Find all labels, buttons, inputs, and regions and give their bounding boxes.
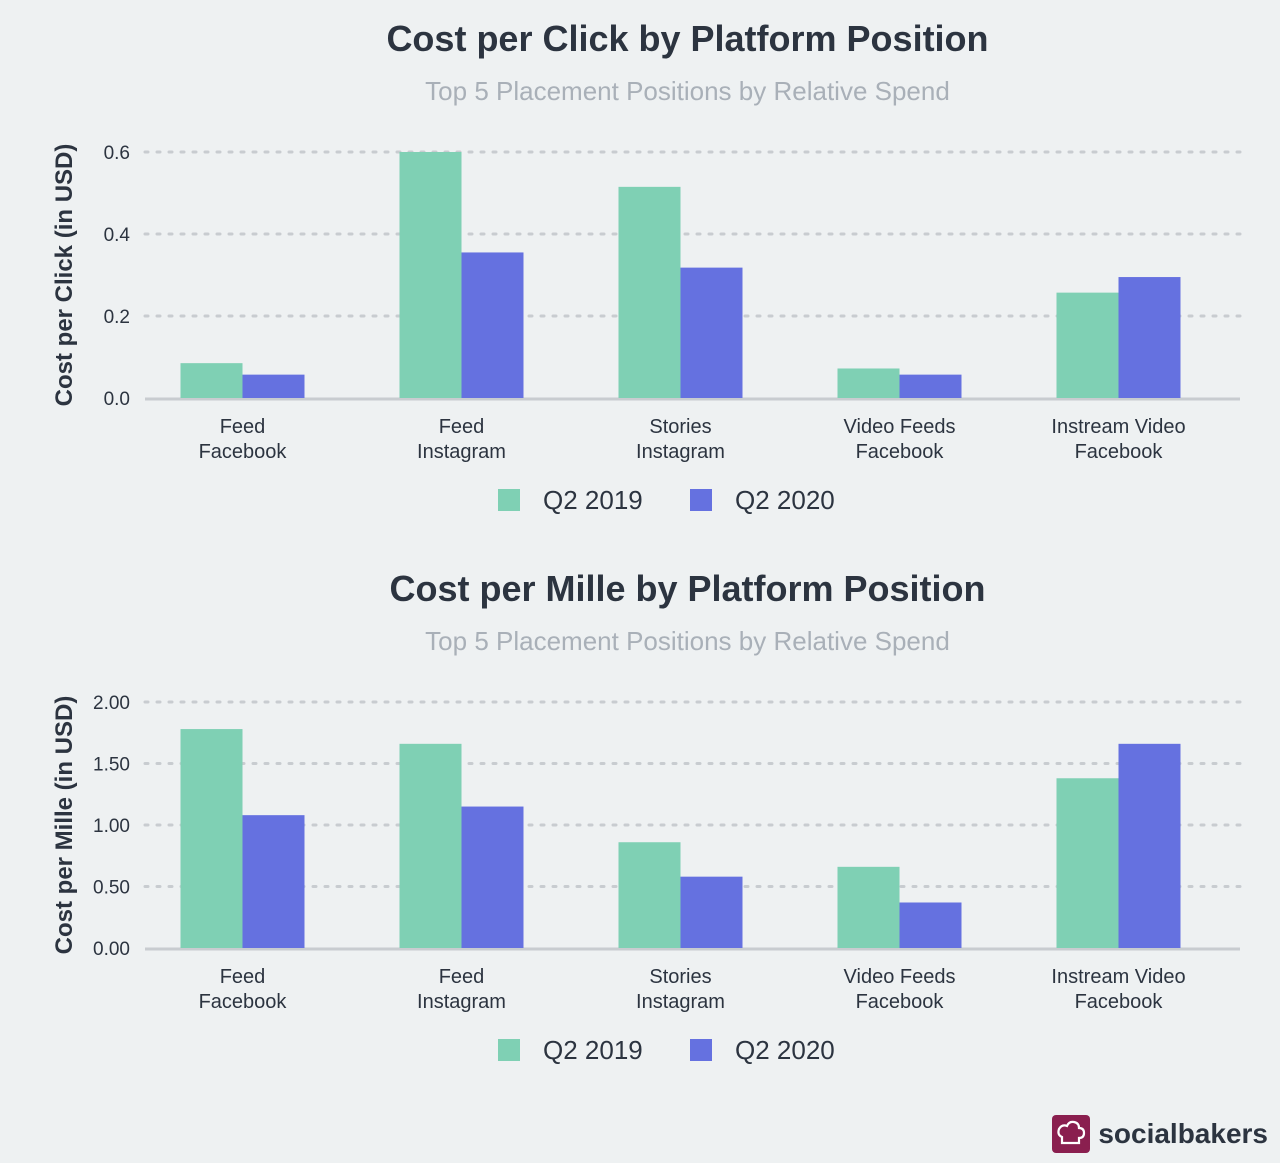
bar xyxy=(1118,277,1181,398)
x-tick-label: Video Feeds xyxy=(844,416,956,438)
legend-label: Q2 2019 xyxy=(543,485,643,515)
x-tick-label: Facebook xyxy=(199,441,288,463)
bar xyxy=(180,363,243,398)
y-axis-label: Cost per Mille (in USD) xyxy=(51,696,78,955)
bar xyxy=(461,252,524,398)
legend-swatch xyxy=(498,489,520,511)
x-tick-label: Facebook xyxy=(856,991,945,1013)
legend-label: Q2 2019 xyxy=(543,1035,643,1065)
legend-label: Q2 2020 xyxy=(735,485,835,515)
bar xyxy=(899,902,962,948)
bar xyxy=(242,815,305,948)
bar xyxy=(837,368,900,398)
legend-label: Q2 2020 xyxy=(735,1035,835,1065)
x-tick-label: Feed xyxy=(220,966,266,988)
chart-title: Cost per Click by Platform Position xyxy=(386,18,989,59)
bar xyxy=(242,374,305,398)
y-tick-label: 0.6 xyxy=(104,143,130,164)
y-tick-label: 0.2 xyxy=(104,307,130,328)
x-tick-label: Feed xyxy=(220,416,266,438)
x-tick-label: Feed xyxy=(439,416,485,438)
bar xyxy=(461,806,524,948)
x-tick-label: Instagram xyxy=(636,441,725,463)
bar xyxy=(399,743,462,948)
cpm-chart: Cost per Mille by Platform Position Top … xyxy=(0,550,1280,1090)
x-tick-label: Instagram xyxy=(417,991,506,1013)
x-tick-label: Stories xyxy=(649,416,711,438)
cpc-plot: 0.0 0.2 0.4 0.6 Cost per Click (in USD) Feed F… xyxy=(51,143,1242,515)
brand-name: socialbakers xyxy=(1098,1118,1268,1149)
socialbakers-logo: socialbakers xyxy=(1052,1115,1268,1153)
chef-hat-icon xyxy=(1052,1115,1091,1153)
y-tick-label: 1.50 xyxy=(93,755,130,776)
bar xyxy=(899,374,962,398)
x-tick-label: Instream Video xyxy=(1051,416,1185,438)
x-tick-label: Video Feeds xyxy=(844,966,956,988)
x-tick-label: Feed xyxy=(439,966,485,988)
y-tick-label: 0.50 xyxy=(93,878,130,899)
chart-subtitle: Top 5 Placement Positions by Relative Sp… xyxy=(425,76,950,106)
x-tick-label: Facebook xyxy=(1075,441,1164,463)
bar xyxy=(618,186,681,398)
bar xyxy=(680,267,743,398)
chart-title: Cost per Mille by Platform Position xyxy=(389,568,986,609)
x-tick-label: Instagram xyxy=(636,991,725,1013)
x-tick-label: Facebook xyxy=(199,991,288,1013)
x-tick-label: Instream Video xyxy=(1051,966,1185,988)
y-tick-label: 0.4 xyxy=(104,225,131,246)
bar xyxy=(1056,292,1119,398)
x-tick-label: Instagram xyxy=(417,441,506,463)
bar xyxy=(180,729,243,948)
legend-swatch xyxy=(690,489,712,511)
legend-swatch xyxy=(690,1039,712,1061)
bar xyxy=(1056,778,1119,948)
x-tick-label: Stories xyxy=(649,966,711,988)
chart-subtitle: Top 5 Placement Positions by Relative Sp… xyxy=(425,626,950,656)
y-tick-label: 0.0 xyxy=(104,389,130,410)
y-tick-label: 0.00 xyxy=(93,939,130,960)
cpc-chart: Cost per Click by Platform Position Top … xyxy=(0,0,1280,540)
legend-swatch xyxy=(498,1039,520,1061)
cpm-plot: 0.00 0.50 1.00 1.50 2.00 Cost per Mille (in U… xyxy=(51,693,1242,1065)
x-tick-label: Facebook xyxy=(1075,991,1164,1013)
y-tick-label: 1.00 xyxy=(93,816,130,837)
bar xyxy=(399,152,462,398)
bar xyxy=(837,866,900,948)
y-tick-label: 2.00 xyxy=(93,693,130,714)
bar xyxy=(680,876,743,948)
bar xyxy=(618,842,681,948)
y-axis-label: Cost per Click (in USD) xyxy=(51,144,78,407)
x-tick-label: Facebook xyxy=(856,441,945,463)
bar xyxy=(1118,743,1181,948)
